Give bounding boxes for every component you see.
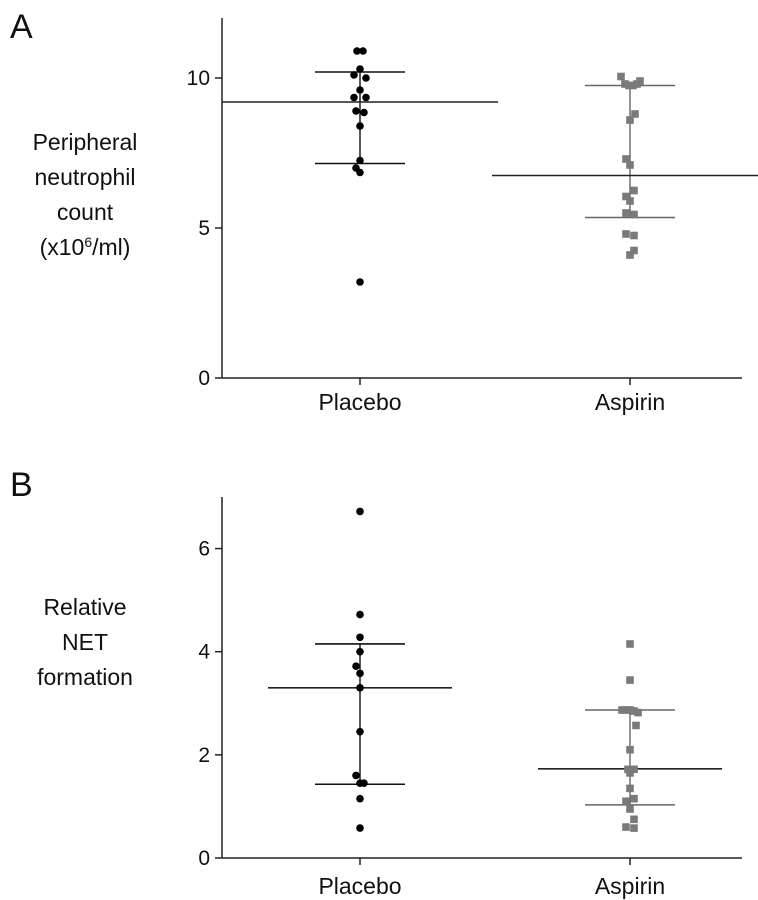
panel-a-aspirin-data-point [626,161,634,169]
panel-a-aspirin-data-point [630,231,638,240]
panel-b-y-tick-label: 4 [198,641,210,664]
panel-b-aspirin-data-point [632,721,640,730]
panel-a-y-tick-label: 5 [198,217,210,240]
panel-a-aspirin-data-point [622,209,630,217]
panel-b-placebo-data-point [356,647,364,656]
panel-b-ylabel-line-3: formation [37,664,133,690]
panel-b-aspirin-data-point [626,676,634,684]
panel-a-placebo-data-point [350,93,358,102]
panel-a-aspirin-data-point [622,155,630,163]
panel-a-ylabel-line-3: count [56,199,114,225]
panel-b-placebo-data-point [356,669,364,678]
panel-b-placebo-data-point [356,633,364,642]
panel-a-category-label-aspirin: Aspirin [595,389,665,415]
panel-a-aspirin-data-point [622,192,630,201]
panel-b-category-label-placebo: Placebo [318,873,401,899]
panel-a-aspirin-data-point [621,80,629,88]
panel-a-placebo-data-point [362,93,370,102]
panel-b-aspirin-data-point [626,745,634,754]
panel-a-ylabel-unit-prefix: (x10 [39,234,85,260]
panel-b-aspirin-data-point [626,784,634,793]
panel-a-placebo-data-point [356,65,364,73]
panel-b-aspirin-data-point [626,706,634,714]
panel-b-y-tick-label: 2 [198,744,210,767]
panel-b-aspirin-data-point [630,794,638,803]
panel-b-y-tick-label: 0 [198,847,210,870]
panel-b-placebo-data-point [352,662,360,670]
panel-a-aspirin-data-point [626,251,634,259]
panel-a-ylabel-unit: (x106/ml) [0,230,170,265]
panel-b-aspirin-data-point [626,640,634,648]
panel-a-y-axis-label: Peripheral neutrophil count (x106/ml) [0,125,170,265]
panel-b-aspirin-data-point [622,706,630,714]
panel-b-y-axis-label: Relative NET formation [0,590,170,695]
panel-b-aspirin-data-point [634,708,642,717]
panel-a-placebo-data-point [350,71,358,79]
panel-a-placebo-data-point [356,156,364,165]
panel-a-aspirin-data-point [629,81,637,90]
panel-b-y-tick-label: 6 [198,538,210,561]
panel-a-aspirin-data-point [622,230,630,238]
panel-a-aspirin-data-point [631,110,639,118]
panel-b-placebo-data-point [360,779,368,788]
panel-a-placebo-data-point [362,74,370,82]
panel-b-placebo-data-point [356,727,364,736]
panel-a-aspirin-data-point [630,246,638,255]
panel-b-aspirin-data-point [630,824,638,832]
panel-a-letter: A [10,8,33,46]
panel-a-y-tick-label: 10 [187,67,210,90]
panel-b-aspirin-data-point [618,706,626,714]
panel-a-placebo-data-point [356,86,364,94]
panel-b-aspirin-data-point [626,805,634,813]
panel-a-aspirin-data-point [636,77,644,85]
panel-b-aspirin-data-point [622,823,630,831]
panel-b-placebo-data-point [356,794,364,803]
panel-a-aspirin-data-point [630,210,638,219]
panel-a-placebo-data-point [356,168,364,177]
panel-a-aspirin-data-point [626,116,634,124]
panel-a-placebo-data-point [356,278,364,286]
panel-b-placebo-data-point [356,610,364,619]
panel-a-placebo-data-point [356,122,364,130]
panel-a-ylabel-unit-suffix: /ml) [92,234,131,260]
panel-b-ylabel-line-1: Relative [43,594,127,620]
panel-b-placebo-data-point [356,824,364,832]
panel-a-category-label-placebo: Placebo [318,389,401,415]
panel-b-letter: B [10,466,33,504]
panel-a-placebo-data-point [359,47,367,55]
panel-b-aspirin-data-point [624,765,632,774]
panel-b-aspirin-data-point [622,797,630,806]
panel-a-placebo-data-point [353,47,361,55]
panel-a-ylabel-unit-exponent: 6 [84,234,93,250]
panel-b-ylabel-line-2: NET [62,629,108,655]
panel-b-placebo-data-point [356,507,364,516]
panel-a-y-tick-label: 0 [198,367,210,390]
panel-a-ylabel-line-2: neutrophil [34,164,136,190]
panel-a-aspirin-data-point [617,72,625,81]
panel-a-aspirin-data-point [630,186,638,195]
panel-b-aspirin-data-point [630,707,638,715]
panel-b-placebo-data-point [352,771,360,780]
panel-a-aspirin-data-point [625,81,633,90]
panel-a-placebo-data-point [360,108,368,117]
panel-a-placebo-data-point [352,107,360,115]
panel-b-category-label-aspirin: Aspirin [595,873,665,899]
panel-a-aspirin-data-point [626,197,634,205]
panel-b-aspirin-data-point [630,765,638,774]
panel-b-placebo-data-point [356,684,364,692]
panel-a-ylabel-line-1: Peripheral [32,129,138,155]
panel-b-aspirin-data-point [630,815,638,824]
